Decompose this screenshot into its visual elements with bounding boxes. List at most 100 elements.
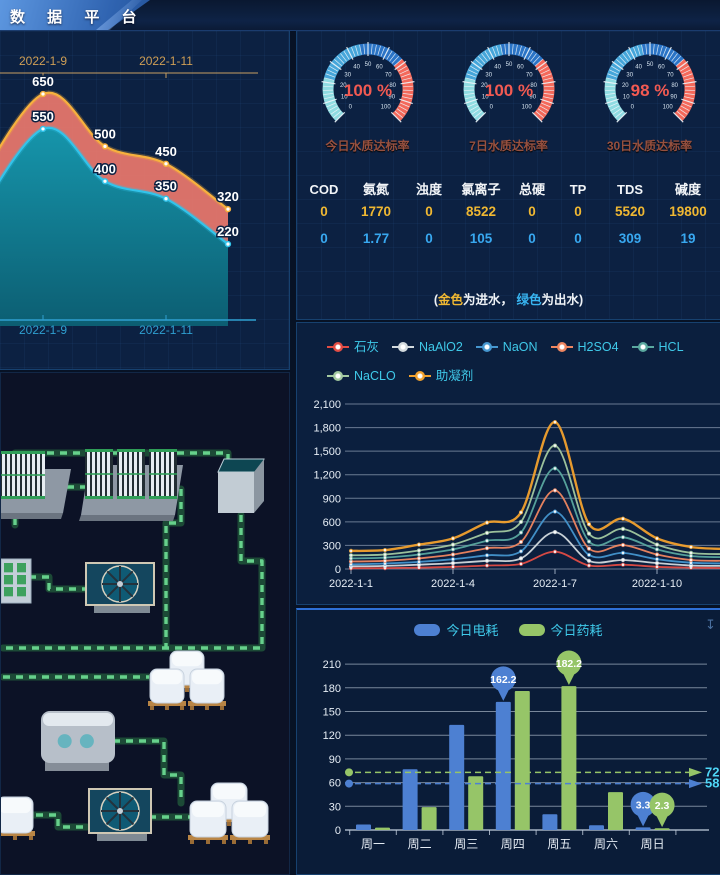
table-cell: 19800 [669, 203, 707, 219]
svg-text:2.3: 2.3 [655, 800, 670, 812]
export-icon[interactable]: ↧ [705, 617, 716, 632]
gauge: 0 10 20 30 40 50 60 70 80 90 100 100 % 7日水质达标率 [441, 35, 577, 154]
svg-text:80: 80 [671, 83, 678, 89]
legend-swatch-icon [518, 623, 545, 636]
svg-text:60: 60 [329, 778, 341, 790]
gauge-value: 100 % [343, 81, 391, 100]
legend-item[interactable]: NaON [475, 334, 538, 360]
consumption-chart: 0 30 60 90 120 150 180 210 周一 周二 周三 周四 周五 周六 周日 72.9758… [297, 650, 720, 875]
table-note: (金色为进水， 绿色为出水) [297, 289, 720, 308]
legend-label: 助凝剂 [435, 369, 474, 383]
svg-text:周二: 周二 [408, 837, 432, 851]
gauge: 0 10 20 30 40 50 60 70 80 90 100 100 % 今日水质达标率 [300, 35, 436, 154]
note-gold-suffix: 为进水， [463, 293, 514, 307]
legend-marker [408, 371, 431, 381]
svg-text:周一: 周一 [361, 837, 385, 851]
svg-text:0: 0 [335, 564, 341, 576]
legend-item[interactable]: 助凝剂 [408, 363, 474, 389]
legend-item[interactable]: 今日药耗 [518, 620, 603, 639]
svg-text:80: 80 [530, 83, 537, 89]
gauge-value: 98 % [630, 81, 669, 100]
svg-text:10: 10 [481, 95, 488, 101]
svg-text:周四: 周四 [501, 837, 525, 851]
table-cell: 0 [320, 230, 328, 246]
legend-label: NaCLO [354, 369, 396, 383]
table-row-outflow: 0 1.77 0 105 0 0 309 19 [301, 225, 717, 252]
legend-dot-icon [556, 342, 567, 352]
svg-text:100: 100 [521, 105, 532, 111]
table-cell: 19 [680, 230, 696, 246]
inflow-outflow-panel: 2022-1-9 2022-1-11 2022-1-9 2022-1-11 650 500… [0, 30, 290, 370]
table-row-inflow: 0 1770 0 8522 0 0 5520 19800 [301, 198, 717, 225]
svg-text:90: 90 [529, 95, 536, 101]
legend-item[interactable]: NaCLO [327, 363, 396, 389]
svg-text:162.2: 162.2 [490, 674, 516, 686]
legend-marker [392, 342, 415, 352]
svg-text:600: 600 [323, 517, 341, 529]
svg-text:70: 70 [666, 72, 673, 78]
water-quality-table: COD 氨氮 浊度 氯离子 总硬 TP TDS 碱度 0 1770 0 8522 0 0 5520 1980… [301, 182, 717, 252]
svg-text:58.74: 58.74 [705, 776, 720, 791]
legend-item[interactable]: 今日电耗 [414, 620, 499, 639]
legend-item[interactable]: HCL [631, 334, 684, 360]
svg-text:90: 90 [670, 95, 677, 101]
legend-label: NaON [502, 340, 538, 354]
svg-text:0: 0 [630, 105, 634, 111]
legend-item[interactable]: NaAlO2 [392, 334, 463, 360]
svg-text:10: 10 [622, 95, 629, 101]
table-header-cell: 碱度 [674, 182, 701, 197]
svg-text:30: 30 [329, 801, 341, 813]
table-header-cell: COD [309, 182, 339, 197]
svg-text:60: 60 [376, 65, 383, 71]
table-cell: 0 [425, 230, 433, 246]
table-cell: 105 [469, 230, 493, 246]
table-cell: 0 [528, 203, 536, 219]
svg-text:50: 50 [505, 62, 512, 68]
legend-dot-icon [637, 342, 648, 352]
svg-text:0: 0 [348, 105, 352, 111]
svg-text:40: 40 [635, 65, 642, 71]
table-cell: 1.77 [362, 230, 390, 246]
legend-marker [475, 342, 498, 352]
table-cell: 8522 [465, 203, 497, 219]
table-cell: 0 [528, 230, 536, 246]
svg-text:900: 900 [323, 493, 341, 505]
table-cell: 0 [574, 230, 582, 246]
legend-dot-icon [414, 371, 425, 381]
svg-text:50: 50 [646, 62, 653, 68]
chemical-usage-chart: 0 300 600 900 1,200 1,500 1,800 2,100 2022-1-1 20… [297, 395, 720, 606]
svg-text:30: 30 [626, 72, 633, 78]
table-cell: 0 [574, 203, 582, 219]
svg-text:1,500: 1,500 [313, 446, 341, 458]
legend-label: H2SO4 [577, 340, 619, 354]
svg-text:30: 30 [344, 72, 351, 78]
consumption-panel: 今日电耗 今日药耗 ↧ 0 30 60 90 120 150 180 210 周一 周二 周三 周四 周五… [296, 608, 720, 875]
svg-text:2022-1-11: 2022-1-11 [139, 54, 193, 68]
legend-item[interactable]: H2SO4 [550, 334, 619, 360]
svg-text:150: 150 [323, 707, 341, 719]
svg-text:70: 70 [384, 72, 391, 78]
plant-3d-scene-viewport[interactable] [1, 373, 289, 875]
svg-text:周五: 周五 [547, 837, 571, 851]
svg-text:40: 40 [353, 65, 360, 71]
legend-label: HCL [658, 340, 684, 354]
legend-item[interactable]: 石灰 [327, 334, 379, 360]
svg-text:50: 50 [364, 62, 371, 68]
svg-text:180: 180 [323, 683, 341, 695]
chemical-usage-panel: 石灰 NaAlO2 NaON H2SO4 HCL NaCLO 助凝剂 0 300 600 900 1… [296, 322, 720, 605]
svg-text:320: 320 [217, 189, 239, 204]
svg-text:350: 350 [155, 179, 177, 194]
gauge-value: 100 % [484, 81, 532, 100]
note-green-suffix: 为出水) [541, 293, 584, 307]
table-header-cell: 氯离子 [461, 182, 501, 197]
svg-text:120: 120 [323, 730, 341, 742]
svg-text:450: 450 [155, 144, 177, 159]
svg-text:30: 30 [485, 72, 492, 78]
legend-dot-icon [481, 342, 492, 352]
table-cell: 309 [618, 230, 642, 246]
svg-text:10: 10 [340, 95, 347, 101]
legend-dot-icon [333, 371, 343, 381]
svg-text:2022-1-1: 2022-1-1 [329, 578, 373, 590]
svg-text:20: 20 [480, 83, 487, 89]
